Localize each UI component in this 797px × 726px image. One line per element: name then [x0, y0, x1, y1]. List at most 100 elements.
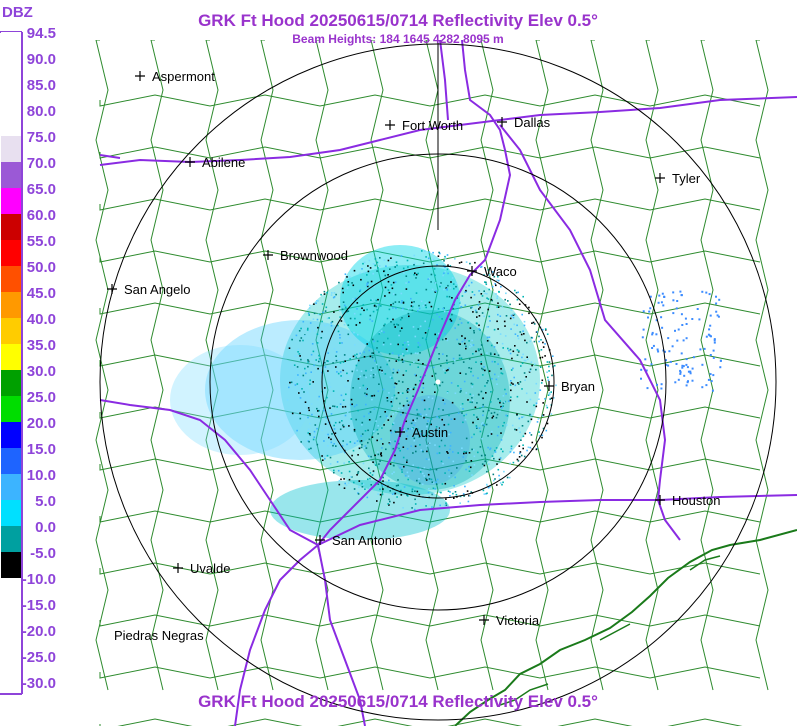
legend-label: 35.0 [27, 337, 56, 354]
city-marker [185, 157, 195, 167]
svg-text:Waco: Waco [484, 264, 517, 279]
highway-i20 [99, 96, 797, 166]
city-abilene: Abilene [185, 155, 245, 170]
legend-unit: DBZ [2, 4, 33, 21]
city-markers: Aspermont Fort Worth Dallas Abilene Tyler Bro… [107, 69, 720, 643]
city-brownwood: Brownwood [263, 248, 348, 263]
legend-swatch [1, 370, 21, 396]
legend-labels: 94.5 90.0 85.0 80.0 75.0 70.0 65.0 60.0 55.0 50.0… [22, 25, 56, 692]
city-san-antonio: San Antonio [315, 533, 402, 548]
legend-swatch [1, 162, 21, 188]
county-lines [95, 40, 769, 726]
city-houston: Houston [655, 493, 720, 508]
legend-label: -5.0 [30, 545, 56, 562]
legend-swatch [1, 136, 21, 162]
county-line [99, 146, 761, 159]
legend-label: 50.0 [27, 259, 56, 276]
highway-i10-west [99, 399, 319, 546]
highway-i35-south [234, 544, 319, 726]
legend-label: 15.0 [27, 441, 56, 458]
city-marker [263, 250, 273, 260]
range-rings [99, 40, 777, 721]
svg-text:Piedras Negras: Piedras Negras [114, 628, 204, 643]
legend-label: 94.5 [27, 25, 56, 42]
legend-swatch [1, 448, 21, 474]
legend-swatch [1, 526, 21, 552]
city-marker [544, 381, 554, 391]
legend-label: 25.0 [27, 389, 56, 406]
legend-swatch [1, 84, 21, 110]
legend-swatch [1, 500, 21, 526]
legend-label: 80.0 [27, 103, 56, 120]
city-marker [385, 120, 395, 130]
city-uvalde: Uvalde [173, 561, 230, 576]
legend-label: 70.0 [27, 155, 56, 172]
legend-swatch [1, 422, 21, 448]
county-line [590, 40, 604, 691]
legend-label: 65.0 [27, 181, 56, 198]
legend-label: 0.0 [35, 519, 56, 536]
highway-i45 [499, 124, 667, 501]
city-fort-worth: Fort Worth [385, 118, 463, 133]
county-line [150, 40, 164, 691]
legend-label: 90.0 [27, 51, 56, 68]
svg-text:Dallas: Dallas [514, 115, 551, 130]
city-victoria: Victoria [479, 613, 540, 628]
legend-swatch [1, 240, 21, 266]
city-marker [655, 173, 665, 183]
city-marker [479, 615, 489, 625]
legend-swatch [1, 630, 21, 656]
city-piedras-negras: Piedras Negras [114, 628, 204, 643]
svg-text:Fort Worth: Fort Worth [402, 118, 463, 133]
legend-label: 75.0 [27, 129, 56, 146]
range-ring-1 [321, 265, 555, 499]
city-marker [315, 535, 325, 545]
svg-text:Austin: Austin [412, 425, 448, 440]
svg-text:Tyler: Tyler [672, 171, 701, 186]
city-marker [173, 563, 183, 573]
legend-swatch [1, 58, 21, 84]
county-line [99, 614, 761, 627]
legend-label: -10.0 [22, 571, 56, 588]
highway-i10-east [317, 494, 797, 546]
coastline [454, 529, 797, 726]
legend-label: -20.0 [22, 623, 56, 640]
legend-label: 55.0 [27, 233, 56, 250]
highways [99, 40, 797, 726]
county-line [99, 354, 761, 367]
legend-label: -30.0 [22, 675, 56, 692]
legend-label: -25.0 [22, 649, 56, 666]
svg-text:San Antonio: San Antonio [332, 533, 402, 548]
svg-text:Aspermont: Aspermont [152, 69, 215, 84]
radar-reflectivity [170, 245, 540, 540]
city-marker [467, 266, 477, 276]
county-line [260, 40, 274, 691]
legend-label: 60.0 [27, 207, 56, 224]
legend-label: 85.0 [27, 77, 56, 94]
county-line [370, 40, 384, 691]
legend-swatch [1, 344, 21, 370]
svg-text:Uvalde: Uvalde [190, 561, 230, 576]
county-line [99, 718, 743, 726]
city-waco: Waco [467, 264, 517, 279]
legend-label: 45.0 [27, 285, 56, 302]
county-line [99, 250, 761, 263]
legend-swatch [1, 474, 21, 500]
svg-text:Bryan: Bryan [561, 379, 595, 394]
highway-i35 [317, 40, 512, 546]
footer-title: GRK Ft Hood 20250615/0714 Reflectivity E… [198, 692, 598, 711]
county-line [480, 40, 494, 691]
city-austin: Austin [395, 425, 448, 440]
legend-swatch [1, 110, 21, 136]
legend-swatch [1, 292, 21, 318]
county-line [99, 562, 761, 575]
county-line [99, 666, 761, 679]
legend-swatch [1, 188, 21, 214]
county-line [99, 94, 761, 107]
highway-west-stub [99, 154, 121, 159]
legend-swatch [1, 604, 21, 630]
city-aspermont: Aspermont [135, 69, 215, 84]
svg-text:Victoria: Victoria [496, 613, 540, 628]
